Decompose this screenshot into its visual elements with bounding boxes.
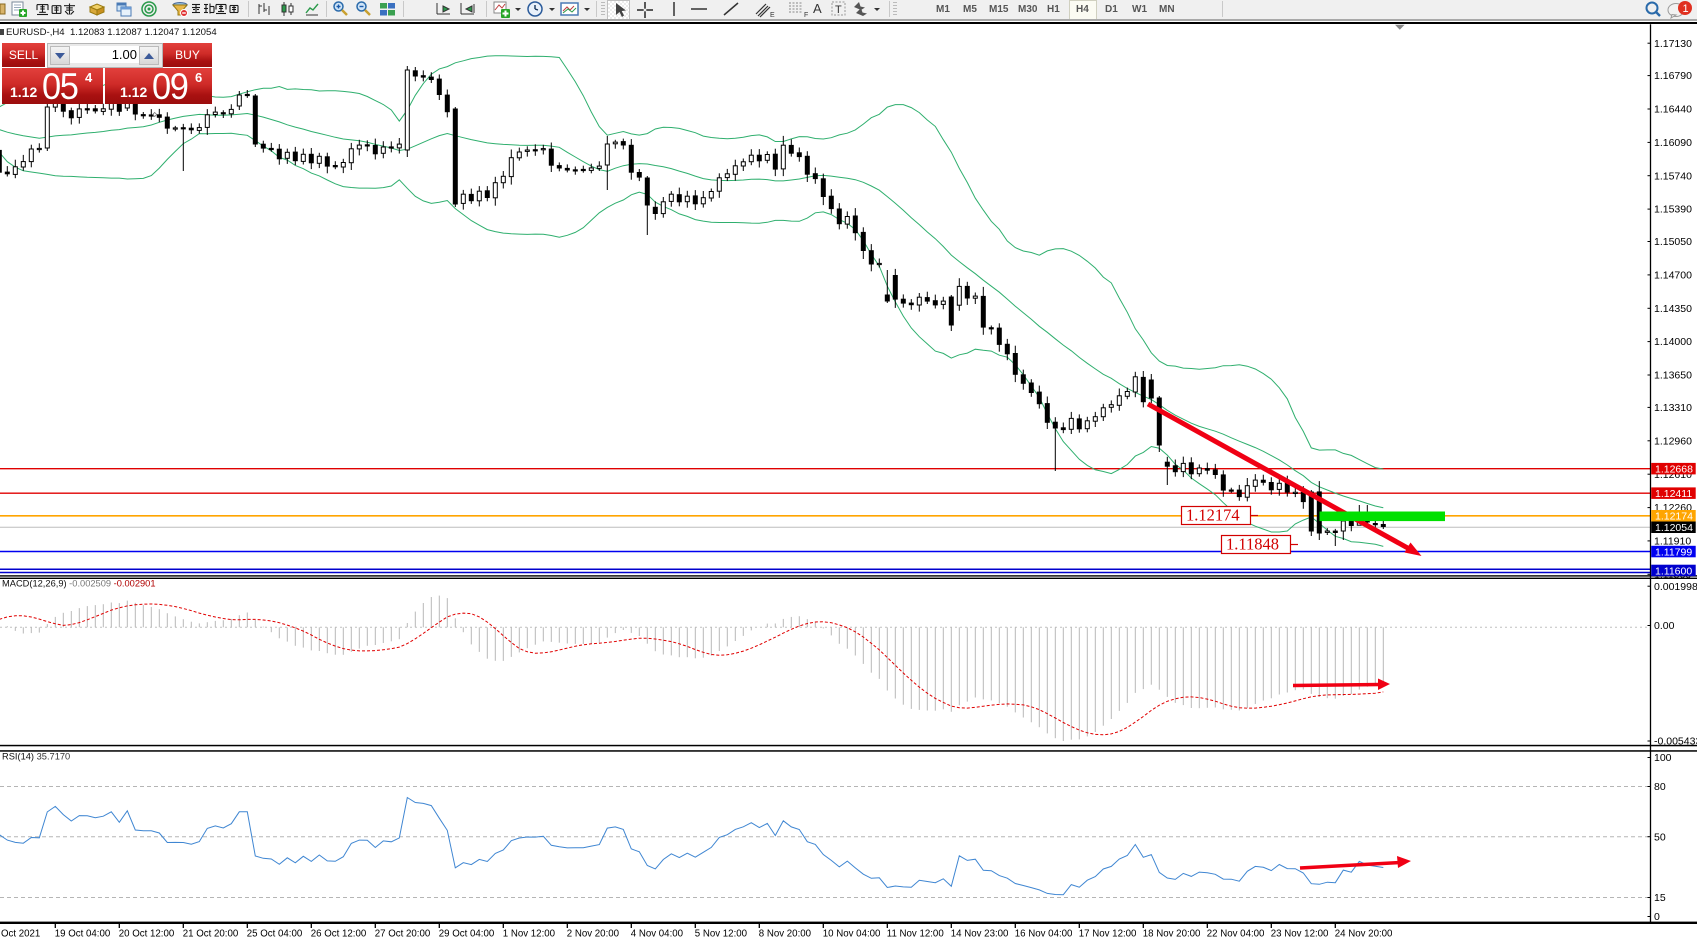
svg-text:E: E — [770, 12, 775, 18]
svg-text:1.16090: 1.16090 — [1654, 137, 1692, 149]
svg-text:1 Nov 12:00: 1 Nov 12:00 — [503, 929, 556, 940]
svg-text:EURUSD-,H4 1.12083 1.12087 1.: EURUSD-,H4 1.12083 1.12087 1.12047 1.120… — [6, 27, 217, 38]
svg-text:1.16790: 1.16790 — [1654, 70, 1692, 82]
svg-text:27 Oct 20:00: 27 Oct 20:00 — [375, 929, 431, 940]
svg-text:2 Nov 20:00: 2 Nov 20:00 — [567, 929, 620, 940]
svg-text:19 Oct 04:00: 19 Oct 04:00 — [55, 929, 111, 940]
svg-text:1.14700: 1.14700 — [1654, 270, 1692, 282]
svg-text:F: F — [804, 12, 808, 18]
svg-text:-0.005433: -0.005433 — [1654, 736, 1697, 748]
svg-text:23 Nov 12:00: 23 Nov 12:00 — [1271, 929, 1329, 940]
svg-text:0: 0 — [1654, 911, 1660, 923]
svg-text:50: 50 — [1654, 831, 1666, 843]
svg-text:20 Oct 12:00: 20 Oct 12:00 — [119, 929, 175, 940]
svg-text:15: 15 — [1654, 892, 1666, 904]
svg-text:26 Oct 12:00: 26 Oct 12:00 — [311, 929, 367, 940]
svg-text:1.13650: 1.13650 — [1654, 370, 1692, 382]
svg-text:8 Nov 20:00: 8 Nov 20:00 — [759, 929, 812, 940]
svg-text:RSI(14) 35.7170: RSI(14) 35.7170 — [2, 752, 70, 762]
svg-text:1.15740: 1.15740 — [1654, 170, 1692, 182]
svg-text:1.17130: 1.17130 — [1654, 38, 1692, 50]
svg-text:0.00: 0.00 — [1654, 620, 1675, 632]
svg-text:10 Nov 04:00: 10 Nov 04:00 — [823, 929, 881, 940]
svg-text:25 Oct 04:00: 25 Oct 04:00 — [247, 929, 303, 940]
svg-text:1.14000: 1.14000 — [1654, 336, 1692, 348]
svg-text:16 Nov 04:00: 16 Nov 04:00 — [1015, 929, 1073, 940]
svg-text:1.11848: 1.11848 — [1226, 535, 1279, 554]
svg-text:1.12174: 1.12174 — [1655, 511, 1693, 523]
svg-text:1.12668: 1.12668 — [1655, 464, 1693, 476]
svg-text:4 Nov 04:00: 4 Nov 04:00 — [631, 929, 684, 940]
svg-text:T: T — [835, 4, 842, 16]
svg-text:1.14350: 1.14350 — [1654, 303, 1692, 315]
svg-text:24 Nov 20:00: 24 Nov 20:00 — [1335, 929, 1393, 940]
svg-text:MACD(12,26,9) -0.002509 -0.002: MACD(12,26,9) -0.002509 -0.002901 — [2, 579, 156, 589]
svg-text:1: 1 — [1683, 3, 1689, 15]
svg-text:1.11600: 1.11600 — [1655, 565, 1692, 577]
svg-text:100: 100 — [1654, 752, 1672, 764]
svg-text:11 Nov 12:00: 11 Nov 12:00 — [887, 929, 945, 940]
svg-text:1.15390: 1.15390 — [1654, 204, 1692, 216]
svg-text:1.12960: 1.12960 — [1654, 435, 1692, 447]
svg-text:5 Nov 12:00: 5 Nov 12:00 — [695, 929, 748, 940]
svg-text:1.16440: 1.16440 — [1654, 104, 1692, 116]
svg-text:1.13310: 1.13310 — [1654, 402, 1692, 414]
svg-text:17 Nov 12:00: 17 Nov 12:00 — [1079, 929, 1137, 940]
svg-text:1.12054: 1.12054 — [1655, 522, 1693, 534]
svg-text:80: 80 — [1654, 781, 1666, 793]
svg-text:1.15050: 1.15050 — [1654, 236, 1692, 248]
svg-text:1.11799: 1.11799 — [1655, 546, 1692, 558]
svg-text:29 Oct 04:00: 29 Oct 04:00 — [439, 929, 495, 940]
svg-text:21 Oct 20:00: 21 Oct 20:00 — [183, 929, 239, 940]
svg-text:1.12174: 1.12174 — [1186, 506, 1240, 525]
svg-text:22 Nov 04:00: 22 Nov 04:00 — [1207, 929, 1265, 940]
svg-text:18 Nov 20:00: 18 Nov 20:00 — [1143, 929, 1201, 940]
svg-text:Oct 2021: Oct 2021 — [1, 929, 40, 940]
svg-text:14 Nov 23:00: 14 Nov 23:00 — [951, 929, 1009, 940]
svg-text:0.001998: 0.001998 — [1654, 581, 1697, 593]
svg-text:1.12411: 1.12411 — [1655, 488, 1692, 500]
svg-text:1.11910: 1.11910 — [1654, 536, 1691, 548]
